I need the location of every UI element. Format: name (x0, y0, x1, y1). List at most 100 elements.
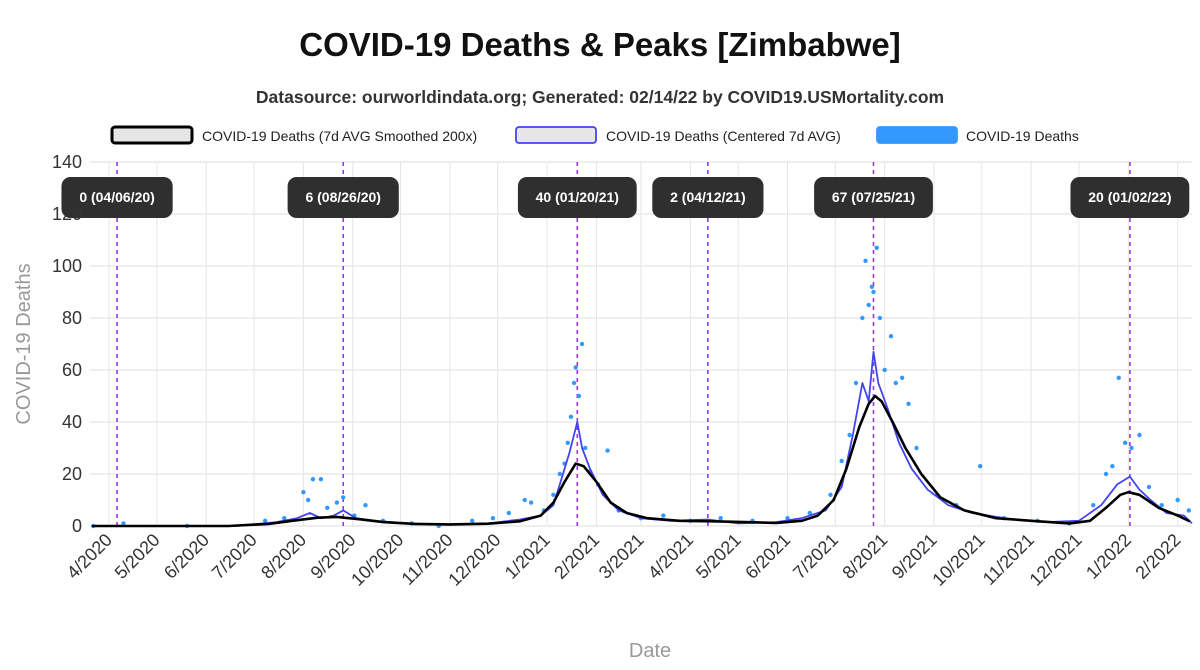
smoothed-7d-avg-line (91, 394, 1191, 528)
legend-label-1: COVID-19 Deaths (7d AVG Smoothed 200x) (202, 128, 477, 144)
peak-label-4: 2 (04/12/21) (670, 189, 746, 205)
daily-death-point-56 (882, 367, 887, 373)
y-axis-label: COVID-19 Deaths (13, 263, 35, 424)
legend-swatch-1 (110, 125, 194, 145)
legend-label-2: COVID-19 Deaths (Centered 7d AVG) (606, 128, 841, 144)
peak-label-6: 20 (01/02/22) (1088, 189, 1171, 205)
daily-death-point-57 (888, 334, 894, 339)
x-axis-label: Date (629, 640, 671, 662)
x-tick-label-7-2020: 7/2020 (208, 530, 261, 583)
y-tick-label-0: 0 (72, 516, 82, 536)
daily-death-point-44 (807, 510, 813, 516)
daily-death-point-48 (853, 380, 859, 386)
y-tick-label-140: 140 (52, 152, 82, 172)
daily-death-point-8 (310, 477, 316, 482)
daily-death-point-47 (847, 432, 852, 438)
daily-death-point-64 (977, 464, 983, 469)
daily-death-point-14 (363, 503, 368, 508)
x-axis-ticks: 4/20205/20206/20207/20208/20209/202010/2… (63, 530, 1185, 590)
daily-death-point-46 (839, 458, 844, 464)
x-tick-label-2-2022: 2/2022 (1131, 530, 1184, 583)
daily-death-point-58 (893, 380, 898, 386)
daily-death-point-60 (906, 401, 911, 406)
daily-death-point-22 (528, 500, 534, 505)
daily-death-point-49 (860, 315, 865, 321)
peak-label-box-4 (652, 177, 764, 218)
daily-death-point-76 (1159, 503, 1164, 508)
daily-death-point-45 (828, 492, 833, 497)
x-tick-label-4-2021: 4/2021 (644, 530, 697, 583)
grid (90, 161, 1192, 527)
daily-death-point-77 (1175, 497, 1180, 503)
x-tick-label-10-2020: 10/2020 (347, 530, 407, 590)
y-axis-ticks: 0 20 40 60 80 100 120 140 (52, 152, 82, 536)
legend-swatch-3 (876, 126, 958, 144)
daily-death-point-6 (301, 490, 306, 495)
legend-label-3: COVID-19 Deaths (966, 128, 1079, 144)
x-tick-label-6-2021: 6/2021 (741, 530, 794, 583)
daily-death-point-32 (579, 341, 585, 347)
daily-death-point-53 (871, 289, 876, 295)
daily-death-point-29 (571, 380, 577, 386)
x-tick-label-1-2022: 1/2022 (1082, 530, 1135, 583)
daily-death-point-12 (341, 495, 346, 500)
peak-label-box-6 (1070, 177, 1190, 218)
daily-death-point-69 (1103, 471, 1109, 477)
daily-death-point-68 (1091, 503, 1096, 508)
daily-death-point-59 (899, 375, 905, 380)
daily-death-point-41 (718, 516, 723, 521)
daily-death-point-43 (785, 516, 790, 521)
x-tick-label-12-2020: 12/2020 (444, 530, 504, 590)
x-tick-label-7-2021: 7/2021 (789, 530, 842, 583)
y-tick-label-20: 20 (62, 464, 82, 484)
daily-death-point-71 (1116, 375, 1121, 380)
daily-death-point-9 (318, 477, 324, 482)
peak-label-5: 67 (07/25/21) (832, 189, 915, 205)
x-tick-label-6-2020: 6/2020 (160, 530, 213, 583)
peak-label-box-2 (287, 177, 399, 218)
daily-death-point-78 (1186, 508, 1192, 513)
daily-death-point-61 (914, 445, 919, 451)
daily-death-point-51 (866, 302, 871, 308)
daily-death-point-4 (262, 518, 268, 523)
x-tick-label-2-2021: 2/2021 (550, 530, 603, 583)
daily-death-point-72 (1122, 440, 1128, 445)
daily-death-point-18 (469, 518, 475, 523)
y-tick-label-80: 80 (62, 308, 82, 328)
daily-death-point-54 (874, 245, 879, 250)
y-tick-label-120: 120 (52, 204, 82, 224)
x-tick-label-8-2020: 8/2020 (257, 530, 310, 583)
peak-label-1: 0 (04/06/20) (79, 189, 155, 205)
x-tick-label-12-2021: 12/2021 (1026, 530, 1086, 590)
x-tick-label-3-2021: 3/2021 (595, 530, 648, 583)
daily-death-point-19 (490, 516, 496, 521)
x-tick-label-10-2021: 10/2021 (928, 530, 988, 590)
chart-subtitle: Datasource: ourworldindata.org; Generate… (256, 87, 944, 107)
x-tick-label-8-2021: 8/2021 (838, 530, 891, 583)
legend-swatch-2 (515, 126, 597, 144)
x-tick-label-4-2020: 4/2020 (63, 530, 116, 583)
chart-title: COVID-19 Deaths & Peaks [Zimbabwe] (299, 26, 901, 63)
y-tick-label-100: 100 (52, 256, 82, 276)
daily-death-point-74 (1137, 432, 1142, 438)
daily-death-point-52 (869, 284, 875, 289)
x-tick-label-5-2021: 5/2021 (692, 530, 745, 583)
daily-death-point-39 (661, 513, 666, 518)
daily-death-point-11 (334, 500, 340, 505)
daily-death-point-27 (565, 440, 570, 445)
x-tick-label-1-2021: 1/2021 (501, 530, 554, 583)
daily-death-point-7 (305, 497, 311, 503)
peak-label-3: 40 (01/20/21) (536, 189, 619, 205)
y-tick-label-40: 40 (62, 412, 82, 432)
daily-death-point-70 (1110, 464, 1115, 469)
daily-death-point-33 (583, 445, 588, 451)
peak-label-2: 6 (08/26/20) (305, 189, 381, 205)
daily-death-point-20 (506, 510, 512, 516)
peak-label-box-3 (517, 177, 637, 218)
y-tick-label-60: 60 (62, 360, 82, 380)
daily-death-point-36 (605, 448, 610, 453)
daily-death-point-31 (576, 393, 582, 399)
daily-death-point-55 (877, 315, 883, 321)
daily-death-point-30 (573, 365, 578, 370)
daily-death-point-24 (551, 492, 556, 497)
